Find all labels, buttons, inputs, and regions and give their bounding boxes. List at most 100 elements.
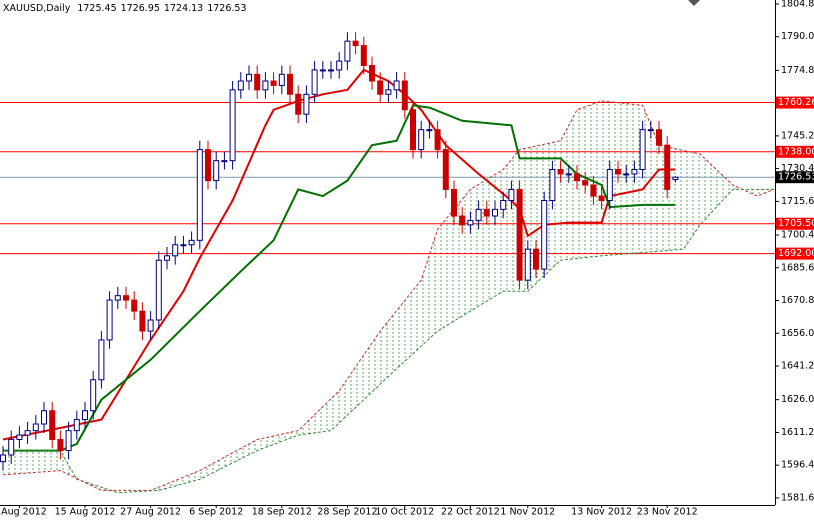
- y-tick-label: 1774.80: [781, 65, 814, 76]
- candle-body: [106, 299, 113, 341]
- x-tick-label: 27 Aug 2012: [120, 507, 181, 518]
- candle-body: [205, 149, 211, 182]
- y-tick-label: 1790.00: [781, 31, 814, 42]
- candle-body: [508, 188, 515, 201]
- x-tick-label: 10 Oct 2012: [375, 507, 434, 518]
- candle-body: [549, 169, 556, 201]
- candle-body: [336, 60, 343, 71]
- x-tick-label: 28 Sep 2012: [317, 507, 377, 518]
- x-tick-label: 3 Aug 2012: [0, 507, 47, 518]
- level-label-box: [776, 217, 814, 230]
- candle-body: [615, 169, 621, 175]
- candle-body: [664, 144, 671, 190]
- candle-body: [131, 299, 138, 312]
- y-tick-label: 1730.40: [781, 163, 814, 174]
- chart-header: XAUUSD,Daily 1725.45 1726.95 1724.13 1726.53: [3, 3, 247, 14]
- y-tick-label: 1626.00: [781, 394, 814, 405]
- level-label-box: [776, 247, 814, 260]
- candle-body: [254, 73, 261, 91]
- level-label: 1760.26: [778, 97, 814, 108]
- candle-body: [467, 219, 474, 226]
- y-tick-label: 1656.00: [781, 328, 814, 339]
- candle-body: [418, 129, 425, 151]
- candle-body: [656, 129, 662, 146]
- candle-body: [590, 184, 597, 197]
- candle-body: [401, 80, 408, 111]
- candle-body: [0, 454, 6, 463]
- cloud: [3, 100, 774, 493]
- level-label-box: [776, 145, 814, 158]
- candle-body: [123, 295, 129, 301]
- plot-area: [0, 32, 775, 494]
- x-tick-label: 1 Nov 2012: [500, 507, 555, 518]
- y-tick-label: 1685.60: [781, 262, 814, 273]
- x-tick-label: 6 Sep 2012: [189, 507, 243, 518]
- candle-body: [319, 69, 326, 72]
- candle-body: [229, 89, 236, 162]
- candle-body: [303, 93, 310, 115]
- candle-body: [90, 379, 97, 412]
- level-label-box: [776, 96, 814, 109]
- y-tick-label: 1745.20: [781, 130, 814, 141]
- x-tick-label: 18 Sep 2012: [252, 507, 312, 518]
- candle-body: [32, 423, 39, 432]
- header-low: 1724.13: [164, 3, 203, 14]
- indicator-line: [2, 100, 774, 491]
- candle-body: [344, 40, 351, 62]
- candle-body: [172, 244, 179, 257]
- candle-body: [631, 169, 638, 175]
- candle-body: [295, 93, 302, 115]
- candle-body: [442, 149, 449, 190]
- candle-body: [492, 208, 498, 217]
- candle-body: [65, 430, 72, 452]
- candle-body: [16, 434, 23, 440]
- candle-body: [270, 80, 277, 86]
- candle-body: [328, 69, 334, 72]
- level-label: 1692.00: [778, 248, 814, 259]
- x-tick-label: 22 Oct 2012: [441, 507, 500, 518]
- candle-body: [369, 65, 375, 82]
- candle-body: [24, 430, 31, 436]
- indicator-line: [3, 104, 676, 452]
- candle-body: [426, 129, 433, 132]
- candle-body: [246, 73, 252, 82]
- candle-body: [582, 180, 589, 186]
- candle-body: [360, 45, 367, 67]
- candle-body: [82, 410, 88, 421]
- candle-body: [221, 160, 228, 163]
- y-tick-label: 1611.20: [781, 427, 814, 438]
- candle-body: [451, 188, 457, 217]
- candle-body: [139, 310, 146, 332]
- candle-body: [114, 295, 121, 301]
- candle-body: [565, 173, 572, 176]
- candle-body: [672, 176, 679, 181]
- candle-body: [188, 239, 195, 246]
- candle-body: [524, 248, 531, 281]
- x-tick-label: 13 Nov 2012: [571, 507, 632, 518]
- header-open: 1725.45: [77, 3, 116, 14]
- candle-body: [623, 173, 630, 176]
- y-tick-label: 1804.80: [781, 0, 814, 9]
- y-tick-label: 1596.40: [781, 460, 814, 471]
- candle-body: [57, 438, 64, 452]
- level-label: 1738.00: [778, 146, 814, 157]
- candle-body: [483, 208, 490, 217]
- candle-body: [352, 40, 359, 47]
- candle-body: [311, 69, 318, 95]
- candle-body: [98, 339, 105, 381]
- y-tick-label: 1715.60: [781, 196, 814, 207]
- candle-body: [410, 109, 416, 151]
- current-price-label: 1726.53: [778, 172, 814, 183]
- candle-body: [49, 410, 56, 440]
- candle-body: [155, 259, 162, 321]
- candle-body: [647, 129, 654, 132]
- header-close: 1726.53: [207, 3, 246, 14]
- candle-body: [533, 248, 539, 270]
- candle-body: [606, 169, 613, 201]
- y-tick-label: 1670.80: [781, 295, 814, 306]
- candle-body: [213, 160, 220, 182]
- candle-body: [574, 173, 580, 182]
